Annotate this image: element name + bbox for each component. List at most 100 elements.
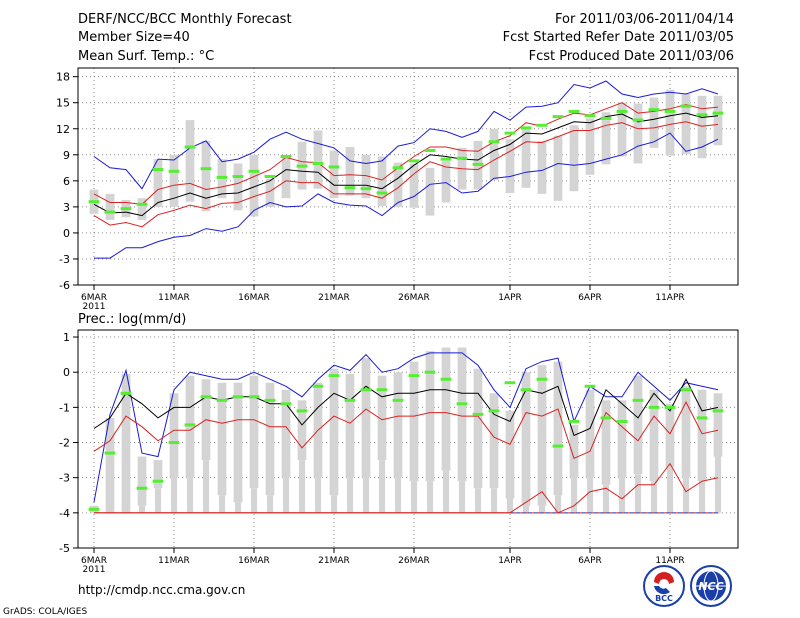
precipitation-x-ticks: 6MAR 11MAR 16MAR 21MAR 26MAR 1APR 6APR 11APR 201… xyxy=(81,548,685,575)
prec-median-23 xyxy=(456,402,468,406)
prec-whisker-21 xyxy=(426,481,434,513)
prec-box-33 xyxy=(617,400,627,478)
precipitation-y-ticks: -5 -4 -3 -2 -1 0 1 xyxy=(59,331,78,555)
temp-box-11 xyxy=(265,179,275,207)
temp-box-32 xyxy=(601,112,611,165)
temp-spread-upper-line xyxy=(93,102,719,205)
temp-box-3 xyxy=(137,198,147,220)
prec-box-35 xyxy=(649,389,659,482)
bcc-logo-swirl-red xyxy=(654,572,674,584)
temp-median-27 xyxy=(520,126,532,130)
temp-box-25 xyxy=(489,128,499,180)
prec-whisker-27 xyxy=(522,505,530,513)
temp-median-26 xyxy=(504,131,516,135)
prec-box-8 xyxy=(217,382,227,496)
temp-box-27 xyxy=(521,128,531,188)
prec-box-24 xyxy=(473,368,483,489)
temp-median-33 xyxy=(616,109,628,113)
prec-whisker-39 xyxy=(714,456,722,513)
prec-whisker-7 xyxy=(202,460,210,513)
prec-whisker-22 xyxy=(442,470,450,513)
temp-xtick-label-4: 26MAR xyxy=(398,293,430,303)
header-started-date: Fcst Started Refer Date 2011/03/05 xyxy=(503,30,734,45)
prec-box-13 xyxy=(297,400,307,461)
temp-median-13 xyxy=(296,164,308,168)
prec-whisker-23 xyxy=(458,481,466,513)
temp-ytick-label-7: 15 xyxy=(56,97,70,110)
temp-median-18 xyxy=(376,191,388,195)
prec-box-11 xyxy=(265,382,275,496)
prec-box-34 xyxy=(633,375,643,475)
prec-xtick-label-5: 1APR xyxy=(498,556,522,566)
prec-whisker-13 xyxy=(298,460,306,513)
bcc-logo-text: BCC xyxy=(655,594,673,603)
temp-median-8 xyxy=(216,175,228,179)
prec-xtick-label-6: 6APR xyxy=(578,556,602,566)
prec-whisker-16 xyxy=(346,477,354,513)
prec-median-6 xyxy=(184,423,196,427)
temp-median-38 xyxy=(696,113,708,117)
prec-median-17 xyxy=(360,388,372,392)
prec-box-15 xyxy=(329,368,339,496)
temp-median-9 xyxy=(232,175,244,178)
bcc-logo: BCC xyxy=(643,565,685,607)
prec-median-0 xyxy=(88,507,100,511)
prec-whisker-29 xyxy=(554,495,562,513)
prec-box-16 xyxy=(345,373,355,478)
bcc-logo-ring xyxy=(643,565,685,607)
temp-box-10 xyxy=(249,154,259,217)
prec-median-20 xyxy=(408,374,420,378)
temp-box-16 xyxy=(345,146,355,196)
prec-xtick-label-4: 26MAR xyxy=(398,556,430,566)
temp-median-36 xyxy=(664,109,676,113)
prec-ytick-label-0: -5 xyxy=(59,542,70,555)
temp-box-14 xyxy=(313,130,323,189)
prec-whisker-18 xyxy=(378,460,386,513)
temp-box-28 xyxy=(537,140,547,194)
temp-box-5 xyxy=(169,154,179,207)
prec-median-29 xyxy=(552,444,564,448)
temp-median-28 xyxy=(536,123,548,127)
prec-whisker-24 xyxy=(474,488,482,513)
temp-ytick-label-2: 0 xyxy=(63,227,70,240)
temp-median-16 xyxy=(344,186,356,190)
prec-whisker-3 xyxy=(138,505,146,513)
ncc-logo-text: NCC xyxy=(698,580,723,593)
prec-whisker-17 xyxy=(362,477,370,513)
temp-median-17 xyxy=(360,187,372,191)
temp-box-19 xyxy=(393,162,403,207)
prec-box-4 xyxy=(153,460,163,489)
prec-box-2 xyxy=(121,373,131,513)
bcc-logo-swirl-blue xyxy=(654,586,670,595)
prec-median-9 xyxy=(232,395,244,399)
prec-median-18 xyxy=(376,388,388,392)
prec-median-25 xyxy=(488,409,500,413)
temp-median-32 xyxy=(600,116,612,120)
temp-median-22 xyxy=(440,157,452,161)
prec-whisker-38 xyxy=(698,481,706,513)
temp-ytick-label-1: -3 xyxy=(59,253,70,266)
prec-whisker-25 xyxy=(490,488,498,513)
prec-whisker-8 xyxy=(218,495,226,513)
temp-xtick-label-1: 11MAR xyxy=(158,293,190,303)
prec-median-39 xyxy=(712,409,724,413)
prec-box-22 xyxy=(441,347,451,471)
prec-whisker-31 xyxy=(586,477,594,513)
prec-median-27 xyxy=(520,388,532,392)
prec-box-29 xyxy=(553,361,563,496)
temp-xtick-label-0: 6MAR xyxy=(81,293,107,303)
temp-median-11 xyxy=(264,175,276,178)
temp-xtick-label-2: 16MAR xyxy=(238,293,270,303)
temp-xtick-label-3: 21MAR xyxy=(318,293,350,303)
prec-whisker-30 xyxy=(570,477,578,513)
temp-median-30 xyxy=(568,109,580,113)
header-title: DERF/NCC/BCC Monthly Forecast xyxy=(78,12,292,27)
prec-whisker-15 xyxy=(330,495,338,513)
temperature-y-ticks: -6 -3 0 3 6 9 12 15 18 xyxy=(56,71,78,292)
prec-median-36 xyxy=(664,405,676,409)
prec-whisker-6 xyxy=(186,477,194,513)
temp-xtick-label-5: 1APR xyxy=(498,293,522,303)
temp-median-39 xyxy=(712,111,724,115)
prec-median-33 xyxy=(616,419,628,423)
